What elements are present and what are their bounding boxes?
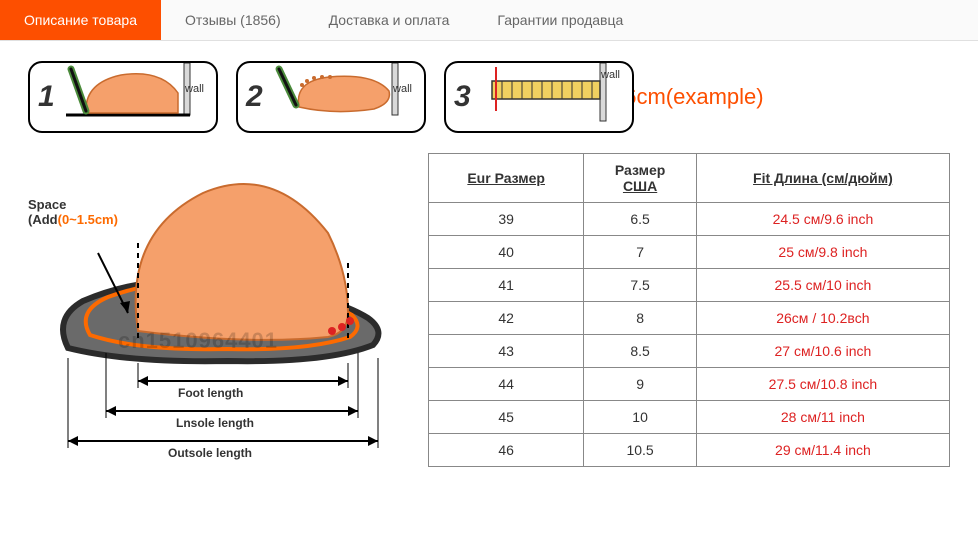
cell-usa: 7 (584, 236, 696, 269)
cell-fit: 29 см/11.4 inch (696, 434, 949, 467)
cell-usa: 10 (584, 401, 696, 434)
cell-eur: 42 (429, 302, 584, 335)
step-2-wall-label: wall (393, 83, 412, 95)
foot-diagram: Space (Add(0~1.5cm) (28, 153, 398, 456)
outsole-length-label: Outsole length (168, 446, 252, 460)
cell-eur: 40 (429, 236, 584, 269)
insole-length-label: Lnsole length (176, 416, 254, 430)
cell-fit: 27.5 см/10.8 inch (696, 368, 949, 401)
cell-usa: 10.5 (584, 434, 696, 467)
header-eur: Eur Размер (429, 154, 584, 203)
table-row: 40725 см/9.8 inch (429, 236, 950, 269)
step-1-box: 1 wall (28, 61, 218, 133)
cell-fit: 24.5 см/9.6 inch (696, 203, 949, 236)
cell-eur: 43 (429, 335, 584, 368)
cell-eur: 46 (429, 434, 584, 467)
cell-fit: 26см / 10.2вch (696, 302, 949, 335)
example-measurement-label: 26cm(example) (612, 84, 764, 110)
size-table-body: 396.524.5 см/9.6 inch 40725 см/9.8 inch … (429, 203, 950, 467)
tab-description[interactable]: Описание товара (0, 0, 161, 40)
cell-usa: 8 (584, 302, 696, 335)
table-row: 451028 см/11 inch (429, 401, 950, 434)
table-row: 4610.529 см/11.4 inch (429, 434, 950, 467)
table-header-row: Eur Размер РазмерСША Fit Длина (см/дюйм) (429, 154, 950, 203)
step-3-wall-label: wall (601, 69, 620, 81)
foot-length-label: Foot length (178, 386, 243, 400)
step-3-box: 3 wall (444, 61, 634, 133)
cell-fit: 28 см/11 inch (696, 401, 949, 434)
tab-shipping[interactable]: Доставка и оплата (305, 0, 474, 40)
lower-section: Space (Add(0~1.5cm) (28, 153, 950, 467)
cell-usa: 7.5 (584, 269, 696, 302)
table-row: 438.527 см/10.6 inch (429, 335, 950, 368)
step-1-number: 1 (38, 80, 66, 114)
space-label-text: Space (28, 197, 66, 212)
space-label-range: (0~1.5cm) (58, 212, 118, 227)
step-1-wall-label: wall (185, 83, 204, 95)
tab-reviews[interactable]: Отзывы (1856) (161, 0, 305, 40)
step-2-box: 2 wall (236, 61, 426, 133)
space-label: Space (Add(0~1.5cm) (28, 197, 118, 227)
cell-usa: 8.5 (584, 335, 696, 368)
cell-eur: 41 (429, 269, 584, 302)
cell-fit: 25.5 см/10 inch (696, 269, 949, 302)
cell-eur: 45 (429, 401, 584, 434)
watermark-text: cn1510964401 (118, 328, 278, 354)
measurement-steps: 1 wall 2 (28, 61, 950, 133)
space-label-add: (Add (28, 212, 58, 227)
cell-eur: 44 (429, 368, 584, 401)
table-row: 42826см / 10.2вch (429, 302, 950, 335)
header-fit: Fit Длина (см/дюйм) (696, 154, 949, 203)
cell-usa: 9 (584, 368, 696, 401)
cell-usa: 6.5 (584, 203, 696, 236)
header-usa: РазмерСША (584, 154, 696, 203)
product-tabs: Описание товара Отзывы (1856) Доставка и… (0, 0, 978, 41)
step-1-illustration: wall (66, 63, 208, 131)
description-content: 1 wall 2 (0, 41, 978, 487)
step-2-number: 2 (246, 80, 274, 114)
tab-guarantee[interactable]: Гарантии продавца (473, 0, 647, 40)
size-chart-table: Eur Размер РазмерСША Fit Длина (см/дюйм)… (428, 153, 950, 467)
cell-fit: 25 см/9.8 inch (696, 236, 949, 269)
table-row: 44927.5 см/10.8 inch (429, 368, 950, 401)
step-2-illustration: wall (274, 63, 416, 131)
cell-fit: 27 см/10.6 inch (696, 335, 949, 368)
cell-eur: 39 (429, 203, 584, 236)
table-row: 417.525.5 см/10 inch (429, 269, 950, 302)
step-3-number: 3 (454, 80, 482, 114)
table-row: 396.524.5 см/9.6 inch (429, 203, 950, 236)
step-3-illustration: wall (482, 63, 624, 131)
